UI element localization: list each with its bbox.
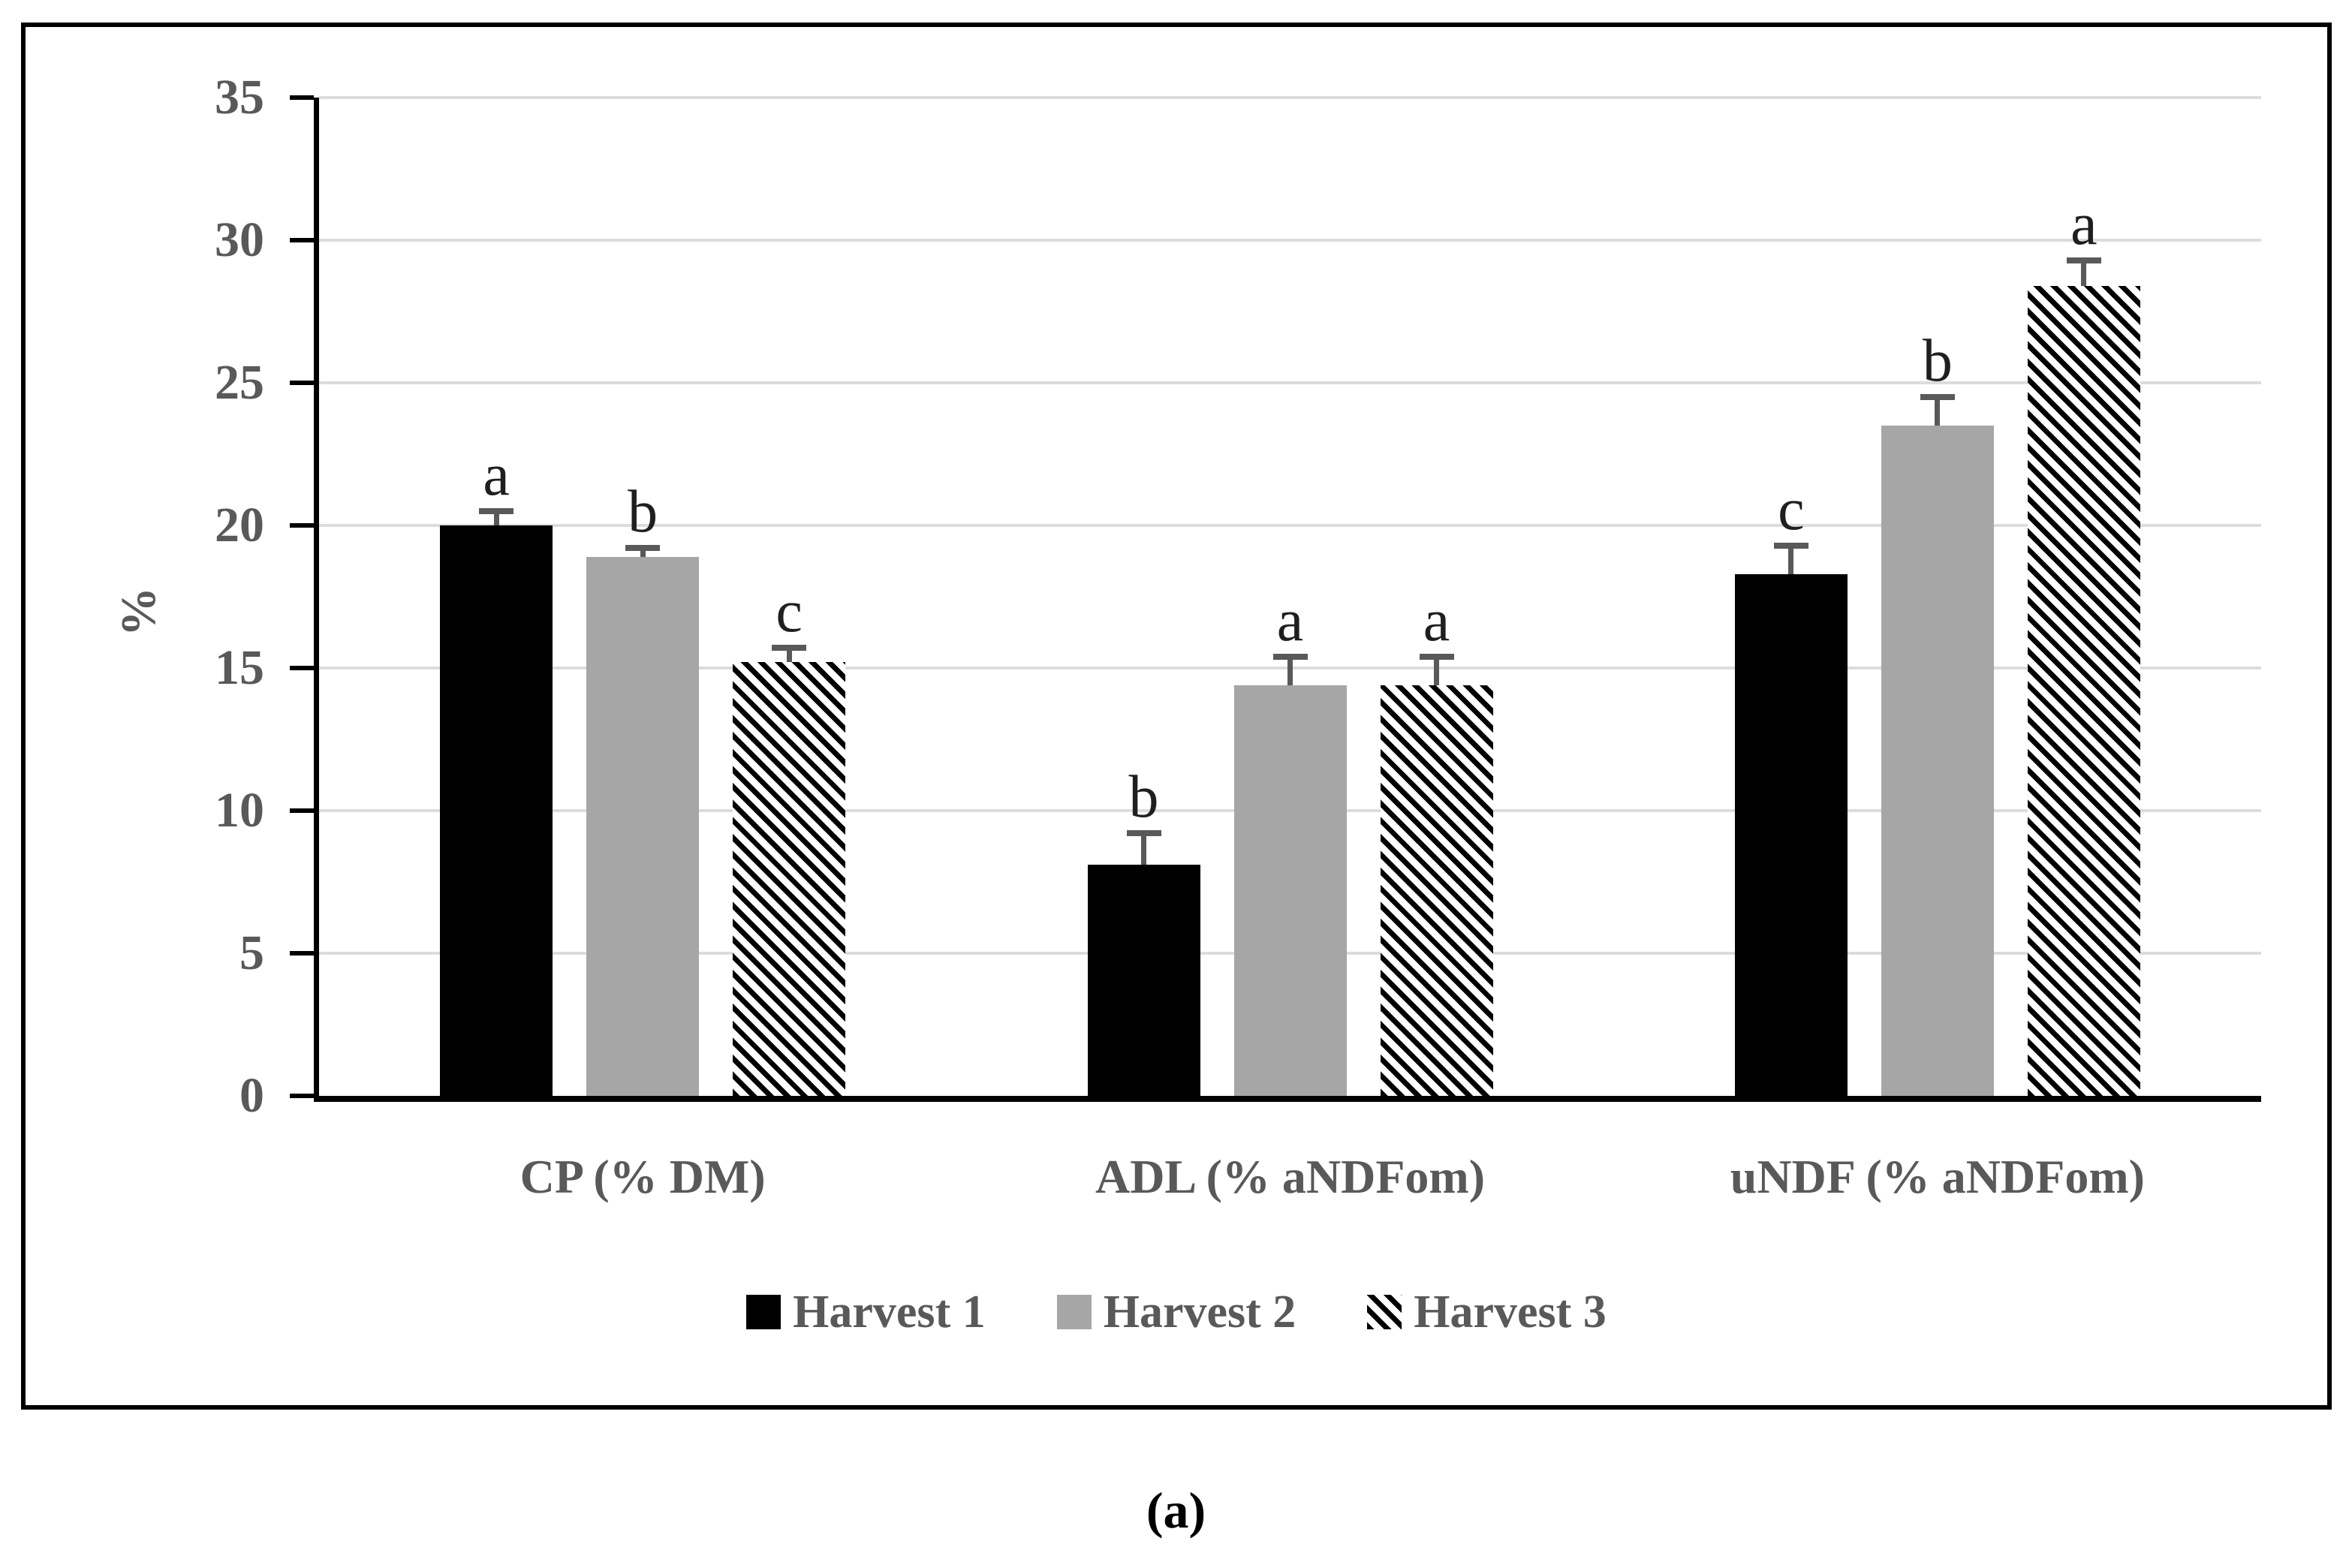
gridline xyxy=(319,239,2261,242)
significance-letter: c xyxy=(1778,476,1805,543)
bar-harvest-1-group3 xyxy=(1734,573,1848,1096)
x-category-label: uNDF (% aNDFom) xyxy=(1730,1150,2145,1203)
y-tick-label: 25 xyxy=(215,355,264,410)
significance-letter: b xyxy=(628,479,658,546)
bar-harvest-1-group2 xyxy=(1087,865,1200,1096)
y-axis-title: % xyxy=(111,587,166,637)
legend-item: Harvest 2 xyxy=(1056,1287,1296,1338)
error-bar-cap xyxy=(625,545,661,552)
bar-harvest-3-group1 xyxy=(733,662,846,1096)
gridline xyxy=(319,96,2261,99)
y-axis-tick xyxy=(290,95,314,100)
y-tick-label: 0 xyxy=(239,1068,264,1123)
bar-harvest-3-group2 xyxy=(1380,685,1493,1096)
legend-label: Harvest 3 xyxy=(1414,1287,1607,1338)
significance-letter: c xyxy=(775,579,803,646)
error-bar-stem xyxy=(1287,656,1293,685)
bar-harvest-2-group2 xyxy=(1233,685,1347,1096)
legend: Harvest 1 Harvest 2 Harvest 3 xyxy=(21,1288,2332,1336)
error-bar-cap xyxy=(2066,257,2101,263)
error-bar-stem xyxy=(1788,545,1794,574)
x-axis-line xyxy=(314,1096,2261,1102)
y-axis-tick xyxy=(290,808,314,813)
y-tick-label: 35 xyxy=(215,70,264,125)
bar-harvest-2-group1 xyxy=(586,556,700,1096)
bar-harvest-1-group1 xyxy=(440,525,553,1096)
error-bar-cap xyxy=(1272,653,1308,660)
error-bar-stem xyxy=(2081,260,2087,286)
x-category-label: ADL (% aNDFom) xyxy=(1095,1150,1486,1203)
y-tick-label: 15 xyxy=(215,640,264,695)
figure-caption: (a) xyxy=(1146,1482,1206,1539)
error-bar-cap xyxy=(1920,394,1955,400)
y-axis-tick xyxy=(290,381,314,385)
error-bar-stem xyxy=(786,648,792,663)
error-bar-stem xyxy=(493,511,499,525)
y-axis-line xyxy=(314,98,319,1102)
error-bar-stem xyxy=(640,548,646,557)
error-bar-cap xyxy=(1419,653,1454,660)
significance-letter: a xyxy=(1276,587,1304,654)
legend-label: Harvest 1 xyxy=(793,1287,986,1338)
legend-swatch-harvest-1-icon xyxy=(746,1295,781,1329)
y-axis-tick xyxy=(290,523,314,528)
legend-item: Harvest 3 xyxy=(1367,1289,1607,1335)
legend-label: Harvest 2 xyxy=(1103,1287,1296,1338)
legend-swatch-harvest-3-icon xyxy=(1367,1295,1402,1329)
error-bar-cap xyxy=(479,508,514,514)
error-bar-cap xyxy=(1773,542,1808,549)
y-axis-tick xyxy=(290,238,314,242)
significance-letter: a xyxy=(2070,191,2098,257)
legend-swatch-harvest-2-icon xyxy=(1056,1295,1092,1329)
bar-harvest-2-group3 xyxy=(1881,426,1994,1096)
y-tick-label: 20 xyxy=(215,498,264,552)
y-tick-label: 10 xyxy=(215,783,264,838)
error-bar-stem xyxy=(1935,397,1941,426)
error-bar-cap xyxy=(1126,830,1161,837)
significance-letter: a xyxy=(483,442,510,508)
error-bar-stem xyxy=(1434,656,1439,685)
gridline xyxy=(319,381,2261,384)
error-bar-cap xyxy=(772,645,807,652)
x-category-label: CP (% DM) xyxy=(519,1150,766,1203)
y-axis-tick xyxy=(290,951,314,956)
significance-letter: b xyxy=(1128,764,1159,831)
y-tick-label: 30 xyxy=(215,212,264,267)
y-axis-tick xyxy=(290,1094,314,1098)
gridline xyxy=(319,524,2261,527)
significance-letter: a xyxy=(1423,587,1450,654)
y-tick-label: 5 xyxy=(239,925,264,980)
error-bar-stem xyxy=(1141,833,1146,865)
y-axis-tick xyxy=(290,666,314,670)
legend-item: Harvest 1 xyxy=(746,1289,986,1335)
bar-harvest-3-group3 xyxy=(2027,285,2140,1096)
significance-letter: b xyxy=(1922,328,1953,394)
